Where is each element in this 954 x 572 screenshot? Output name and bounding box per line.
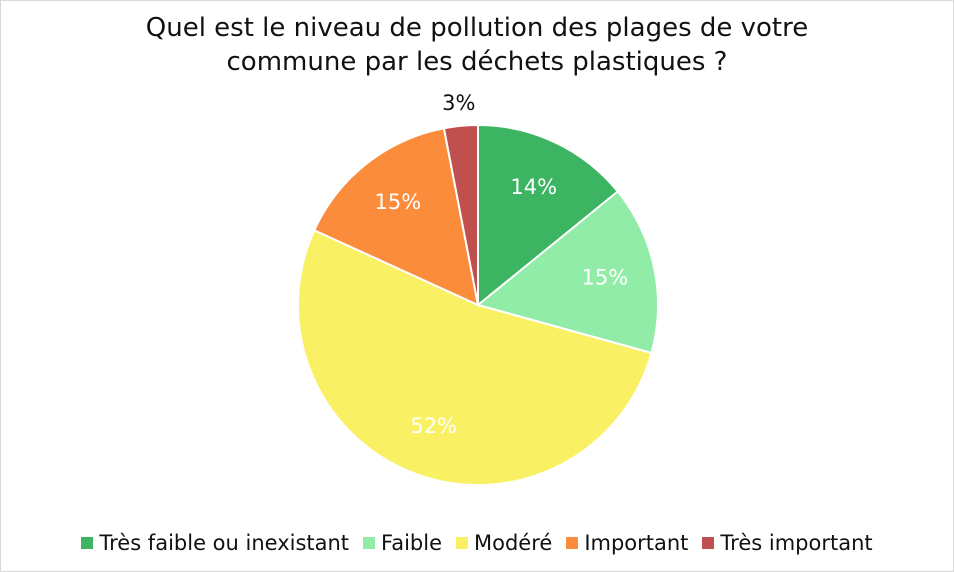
- pie-slice: [297, 228, 653, 486]
- pie-slice: [442, 123, 479, 306]
- data-label: 3%: [442, 91, 475, 115]
- legend-item: Très faible ou inexistant: [81, 531, 349, 555]
- pie-slice: [477, 123, 620, 308]
- legend-item: Important: [566, 531, 688, 555]
- chart-title: Quel est le niveau de pollution des plag…: [145, 13, 809, 77]
- legend-label: Modéré: [474, 531, 553, 555]
- data-label: 14%: [510, 175, 557, 199]
- data-label: 15%: [375, 190, 422, 214]
- title-box: Quel est le niveau de pollution des plag…: [1, 11, 953, 79]
- legend-label: Très faible ou inexistant: [99, 531, 350, 555]
- legend-swatch: [456, 537, 468, 549]
- legend-swatch: [702, 537, 715, 549]
- legend-swatch: [566, 537, 579, 549]
- legend: Très faible ou inexistant Faible Modéré Imp…: [1, 531, 953, 555]
- legend-item: Modéré: [456, 531, 552, 555]
- pie-area: 14% 15% 52% 15% 3%: [297, 91, 659, 486]
- legend-label: Très important: [720, 531, 873, 555]
- legend-item: Faible: [363, 531, 442, 555]
- pie-slice: [475, 190, 659, 355]
- legend-swatch: [81, 537, 94, 549]
- legend-item: Très important: [702, 531, 873, 555]
- legend-label: Important: [584, 531, 689, 555]
- legend-swatch: [363, 537, 376, 549]
- data-label: 15%: [582, 265, 629, 289]
- pie-slice: [312, 127, 480, 307]
- data-label: 52%: [410, 414, 457, 438]
- legend-label: Faible: [381, 531, 442, 555]
